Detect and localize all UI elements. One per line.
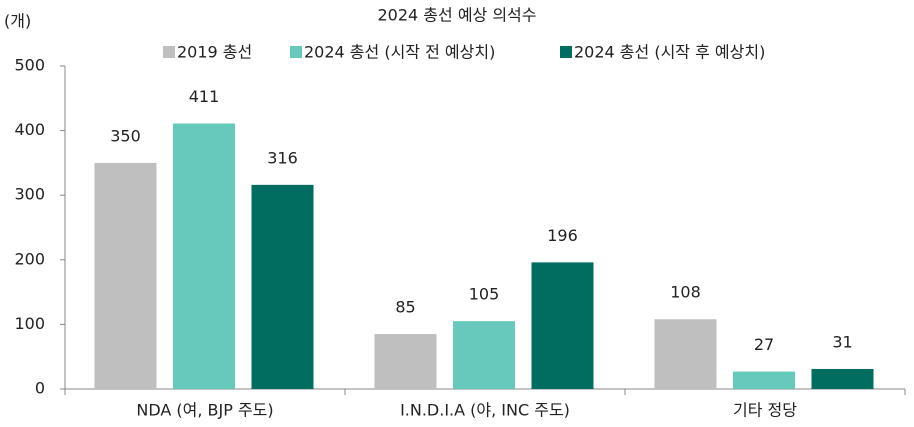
y-tick-label: 0 [35,379,45,398]
data-label: 108 [670,283,701,302]
bar [531,262,594,389]
legend-label: 2019 총선 [177,43,252,62]
bar [374,334,437,389]
y-axis-label: (개) [4,12,31,31]
legend-swatch [560,46,572,58]
data-label: 316 [267,148,298,167]
y-tick-label: 300 [14,185,45,204]
x-tick-label: 기타 정당 [733,401,797,420]
data-label: 85 [395,298,415,317]
data-label: 196 [547,226,578,245]
y-tick-label: 200 [14,249,45,268]
data-label: 350 [110,126,141,145]
legend-swatch [290,46,302,58]
bar [94,162,157,389]
y-tick-label: 500 [14,56,45,75]
bar [811,368,874,389]
chart-title: 2024 총선 예상 의석수 [377,6,536,25]
bar [453,321,515,389]
legend-label: 2024 총선 (시작 전 예상치) [304,43,495,62]
bar [733,371,795,389]
x-tick-label: NDA (여, BJP 주도) [136,401,273,420]
bar [173,123,235,389]
bar [654,319,717,389]
data-label: 31 [832,332,852,351]
data-label: 27 [754,335,774,354]
x-tick-label: I.N.D.I.A (야, INC 주도) [400,401,570,420]
y-tick-label: 100 [14,314,45,333]
legend-swatch [163,46,175,58]
bar [251,184,314,389]
data-label: 411 [189,87,220,106]
legend-label: 2024 총선 (시작 후 예상치) [574,43,765,62]
data-label: 105 [469,285,500,304]
y-tick-label: 400 [14,120,45,139]
